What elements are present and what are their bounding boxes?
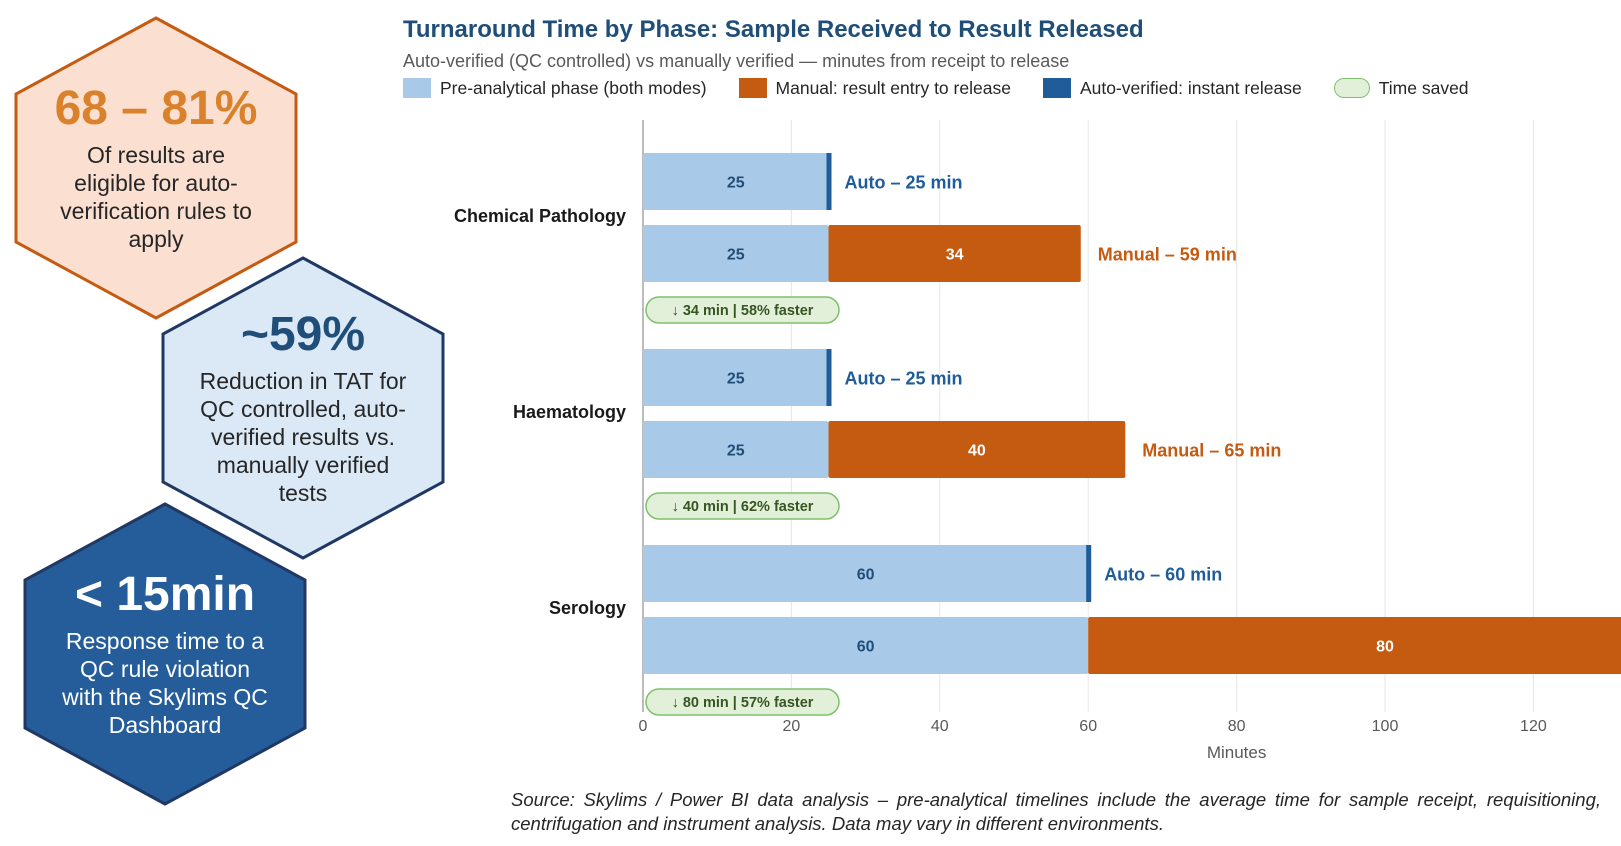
stat-description: Of results are eligible for auto-verific…	[60, 142, 252, 252]
stat-value: ~59%	[240, 308, 366, 361]
bar-manual-pre-analytical	[643, 617, 1089, 674]
bar-value-label: 25	[727, 371, 745, 388]
bar-auto-instant-release	[826, 349, 832, 406]
legend-item-manual: Manual: result entry to release	[738, 77, 1011, 99]
time-saved-label: ↓ 34 min | 58% faster	[672, 303, 814, 319]
bar-total-label-manual: Manual – 59 min	[1098, 245, 1237, 265]
bar-value-label: 80	[1376, 639, 1394, 656]
legend-swatch	[403, 78, 431, 98]
bar-value-label: 60	[857, 567, 875, 584]
bar-value-label: 34	[946, 247, 964, 264]
source-note: Source: Skylims / Power BI data analysis…	[511, 789, 1601, 834]
x-tick-label: 100	[1372, 718, 1399, 735]
bar-manual-pre-analytical	[643, 225, 829, 282]
time-saved-label: ↓ 40 min | 62% faster	[672, 499, 814, 515]
stat-value: 68 – 81%	[54, 82, 258, 135]
time-saved-label: ↓ 80 min | 57% faster	[672, 695, 814, 711]
time-saved-pill	[645, 492, 840, 520]
bar-total-label-manual: Manual – 65 min	[1142, 441, 1281, 461]
category-label: Haematology	[513, 402, 626, 422]
legend-label: Auto-verified: instant release	[1079, 77, 1302, 98]
bar-value-label: 25	[727, 443, 745, 460]
bar-auto-pre-analytical	[643, 349, 829, 406]
bar-value-label: 40	[968, 443, 986, 460]
chart-subtitle: Auto-verified (QC controlled) vs manuall…	[403, 51, 1070, 71]
time-saved-pill	[645, 688, 840, 716]
bar-auto-instant-release	[1086, 545, 1092, 602]
legend-item-auto: Auto-verified: instant release	[1042, 77, 1302, 99]
x-tick-label: 60	[1079, 718, 1097, 735]
bar-auto-instant-release	[826, 153, 832, 210]
legend-swatch	[1333, 78, 1370, 98]
time-saved-pill	[645, 296, 840, 324]
stat-hexagon-tat-reduction: ~59% Reduction in TAT for QC controlled,…	[161, 256, 445, 560]
hexagon-shape	[23, 502, 307, 806]
legend-swatch	[1042, 78, 1071, 98]
hexagon-shape	[161, 256, 445, 560]
legend-item-pre-analytical: Pre-analytical phase (both modes)	[403, 78, 707, 99]
x-tick-label: 40	[931, 718, 949, 735]
x-axis-label: Minutes	[1207, 743, 1267, 762]
stat-value: < 15min	[74, 568, 256, 621]
stat-description: Response time to a QC rule violation wit…	[62, 628, 268, 738]
bar-value-label: 25	[727, 247, 745, 264]
stat-hexagon-response-time: < 15min Response time to a QC rule viola…	[23, 502, 307, 806]
x-tick-label: 20	[783, 718, 801, 735]
bar-total-label-auto: Auto – 60 min	[1104, 565, 1222, 585]
bar-value-label: 25	[727, 175, 745, 192]
category-label: Chemical Pathology	[454, 206, 626, 226]
legend-item-time-saved: Time saved	[1333, 77, 1469, 99]
stat-hexagon-eligibility: 68 – 81% Of results are eligible for aut…	[14, 16, 298, 320]
bar-auto-pre-analytical	[643, 153, 829, 210]
bar-total-label-auto: Auto – 25 min	[845, 173, 963, 193]
bar-manual-pre-analytical	[643, 421, 829, 478]
category-label: Serology	[549, 598, 626, 618]
legend-label: Pre-analytical phase (both modes)	[440, 77, 707, 98]
x-tick-label: 120	[1520, 718, 1547, 735]
hexagon-shape	[14, 16, 298, 320]
bar-manual-entry-to-release	[828, 421, 1126, 478]
chart-legend: Pre-analytical phase (both modes) Manual…	[403, 76, 1501, 100]
x-tick-label: 80	[1228, 718, 1246, 735]
chart-title: Turnaround Time by Phase: Sample Receive…	[403, 16, 1144, 43]
bar-auto-pre-analytical	[643, 545, 1089, 602]
legend-swatch	[738, 78, 767, 98]
bar-manual-entry-to-release	[828, 225, 1081, 282]
stat-description: Reduction in TAT for QC controlled, auto…	[199, 368, 407, 506]
bar-manual-entry-to-release	[1088, 617, 1621, 674]
x-tick-label: 0	[639, 718, 648, 735]
bar-value-label: 60	[857, 639, 875, 656]
legend-label: Manual: result entry to release	[775, 77, 1011, 98]
legend-label: Time saved	[1378, 77, 1469, 98]
bar-total-label-auto: Auto – 25 min	[845, 369, 963, 389]
